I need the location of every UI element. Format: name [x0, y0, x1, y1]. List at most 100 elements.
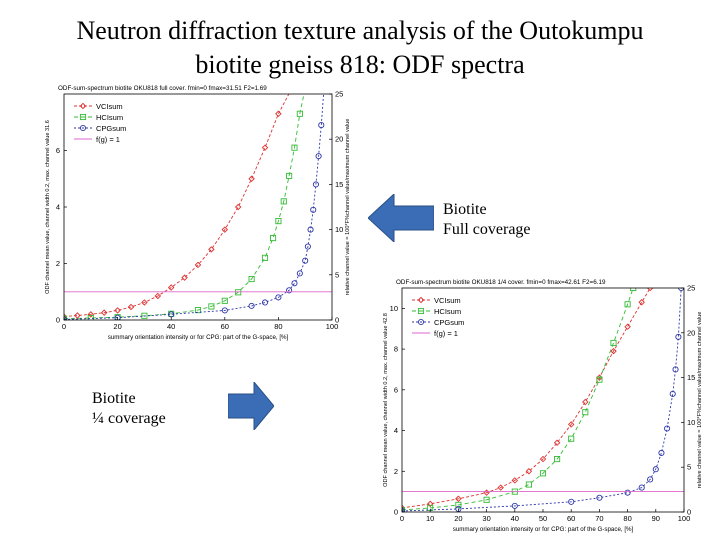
data-point [402, 507, 406, 512]
data-point [307, 226, 314, 233]
legend-marker [417, 307, 425, 315]
data-point [261, 254, 269, 261]
y-tick-label: 0 [394, 508, 398, 517]
data-point [275, 294, 282, 301]
data-point [286, 287, 293, 294]
odf-chart-full-coverage: ODF-sum-spectrum biotite OKU818 full cov… [38, 84, 352, 351]
data-point [275, 218, 282, 225]
legend-label: CPGsum [96, 124, 126, 133]
title-line-1: Neutron diffraction texture analysis of … [76, 16, 644, 45]
x-tick-label: 0 [400, 514, 404, 523]
data-point [525, 468, 533, 475]
data-point [194, 261, 202, 269]
y-tick-label: 8 [394, 345, 398, 354]
y-tick-label: 4 [394, 426, 398, 435]
caption-full-coverage: Biotite Full coverage [443, 200, 531, 240]
x-tick-label: 0 [62, 322, 66, 331]
data-point [318, 122, 325, 129]
data-point [167, 284, 175, 291]
data-point [208, 246, 215, 253]
x-tick-label: 20 [454, 514, 462, 523]
legend-label: f(g) = 1 [434, 329, 458, 338]
data-point [646, 288, 654, 292]
data-point [554, 456, 561, 463]
data-point [672, 366, 679, 373]
data-point [291, 280, 298, 287]
series-line-vcisum [64, 94, 290, 318]
legend-label: CPGsum [434, 318, 464, 327]
series-line-vcisum [402, 288, 651, 509]
data-point [194, 307, 202, 314]
data-point [127, 303, 135, 311]
data-point [455, 495, 462, 503]
data-point [221, 297, 228, 304]
x-tick-label: 50 [539, 514, 547, 523]
x-tick-label: 90 [652, 514, 660, 523]
data-point [539, 455, 547, 463]
data-point [596, 494, 603, 501]
data-point [610, 339, 617, 347]
data-point [248, 302, 255, 309]
caption-quarter-line2: ¼ coverage [92, 410, 166, 427]
data-point [261, 299, 269, 306]
data-point [64, 316, 68, 320]
y-tick-label: 6 [56, 146, 60, 155]
data-point [596, 376, 603, 383]
data-point [664, 425, 671, 432]
data-point [302, 257, 309, 264]
x-tick-label: 60 [567, 514, 575, 523]
data-point [310, 206, 317, 213]
y2-tick-label: 25 [335, 90, 343, 99]
x-tick-label: 40 [167, 322, 175, 331]
data-point [235, 289, 242, 296]
y2-tick-label: 10 [687, 418, 695, 427]
data-point [610, 347, 617, 355]
data-point [168, 311, 175, 318]
chart-svg: ODF-sum-spectrum biotite OKU818 full cov… [45, 85, 351, 341]
y-tick-label: 10 [390, 304, 398, 313]
chart-title: ODF-sum-spectrum biotite OKU818 1/4 cove… [396, 279, 606, 286]
x-tick-label: 60 [221, 322, 229, 331]
x-tick-label: 100 [678, 514, 691, 523]
data-point [678, 288, 684, 292]
data-point [304, 243, 311, 250]
plot-area [64, 94, 332, 320]
y2-tick-label: 20 [335, 135, 343, 144]
slide-title: Neutron diffraction texture analysis of … [0, 14, 720, 82]
x-tick-label: 80 [274, 322, 282, 331]
data-point [553, 439, 561, 447]
data-point [141, 299, 148, 306]
data-point [87, 311, 95, 318]
data-point [624, 489, 631, 496]
chart-svg: ODF-sum-spectrum biotite OKU818 1/4 cove… [383, 279, 703, 533]
chart-title: ODF-sum-spectrum biotite OKU818 full cov… [58, 85, 267, 92]
data-point [624, 323, 631, 330]
data-point [539, 470, 547, 477]
data-point [525, 481, 532, 488]
data-point [568, 498, 575, 505]
series-line-cpgsum [64, 94, 325, 320]
caption-full-line1: Biotite [443, 201, 487, 218]
data-point [497, 484, 504, 491]
data-point [652, 466, 659, 473]
y-tick-label: 2 [394, 467, 398, 476]
y2-tick-label: 0 [335, 316, 339, 325]
x-tick-label: 30 [482, 514, 490, 523]
data-point [100, 309, 108, 316]
data-point [291, 144, 298, 151]
legend-label: HCIsum [434, 307, 461, 316]
data-point [208, 303, 215, 310]
data-point [114, 307, 121, 314]
data-point [248, 275, 255, 283]
data-point [426, 500, 434, 508]
y-axis-label: ODF channel mean value, channel width 0.… [45, 120, 51, 294]
data-point [630, 288, 637, 292]
y2-tick-label: 0 [687, 508, 691, 517]
legend-label: VCIsum [96, 102, 123, 111]
y2-tick-label: 25 [687, 284, 695, 293]
data-point [675, 333, 682, 340]
right-arrow-icon [228, 382, 274, 430]
data-point [275, 110, 282, 118]
x-tick-label: 40 [511, 514, 519, 523]
legend-marker [417, 318, 425, 326]
